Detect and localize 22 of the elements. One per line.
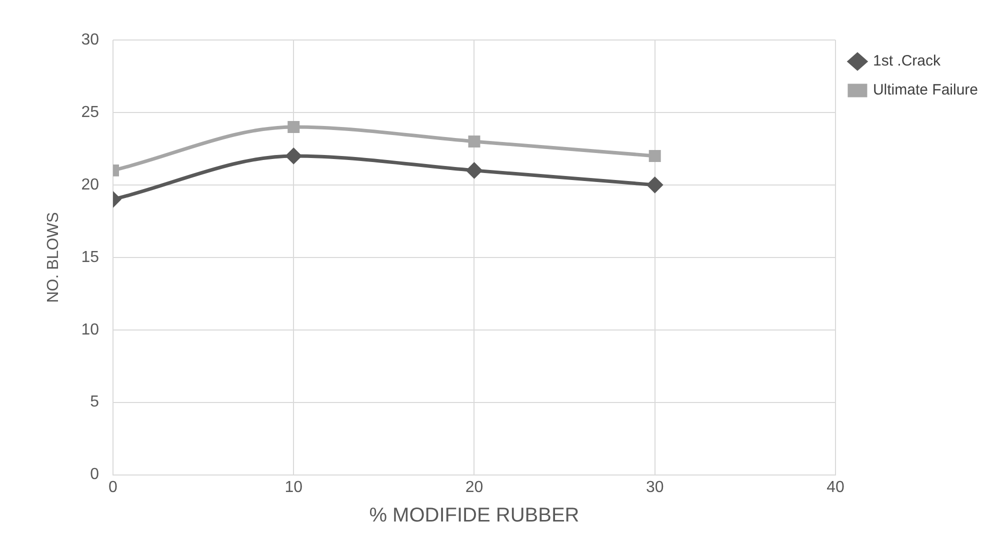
y-axis-title: NO. BLOWS <box>45 212 62 303</box>
x-tick-label: 0 <box>108 478 118 496</box>
x-tick-label: 20 <box>465 478 484 496</box>
point <box>286 148 302 164</box>
y-tick-label: 20 <box>81 176 100 194</box>
y-tick-label: 25 <box>81 104 100 121</box>
point <box>647 177 663 193</box>
x-tick-label: 30 <box>646 478 664 496</box>
legend-label: Ultimate Failure <box>872 82 978 99</box>
y-tick-label: 0 <box>90 466 100 484</box>
y-tick-label: 10 <box>81 321 100 338</box>
x-axis-title: % MODIFIDE RUBBER <box>369 504 580 527</box>
point <box>648 150 661 162</box>
point <box>288 120 300 133</box>
point <box>468 135 480 148</box>
x-tick-label: 40 <box>826 478 844 496</box>
point <box>466 162 482 178</box>
y-tick-label: 5 <box>90 394 100 411</box>
y-tick-label: 30 <box>81 31 100 48</box>
legend-label: 1st .Crack <box>872 52 941 70</box>
x-tick-label: 10 <box>284 478 303 496</box>
y-tick-label: 15 <box>81 248 100 266</box>
